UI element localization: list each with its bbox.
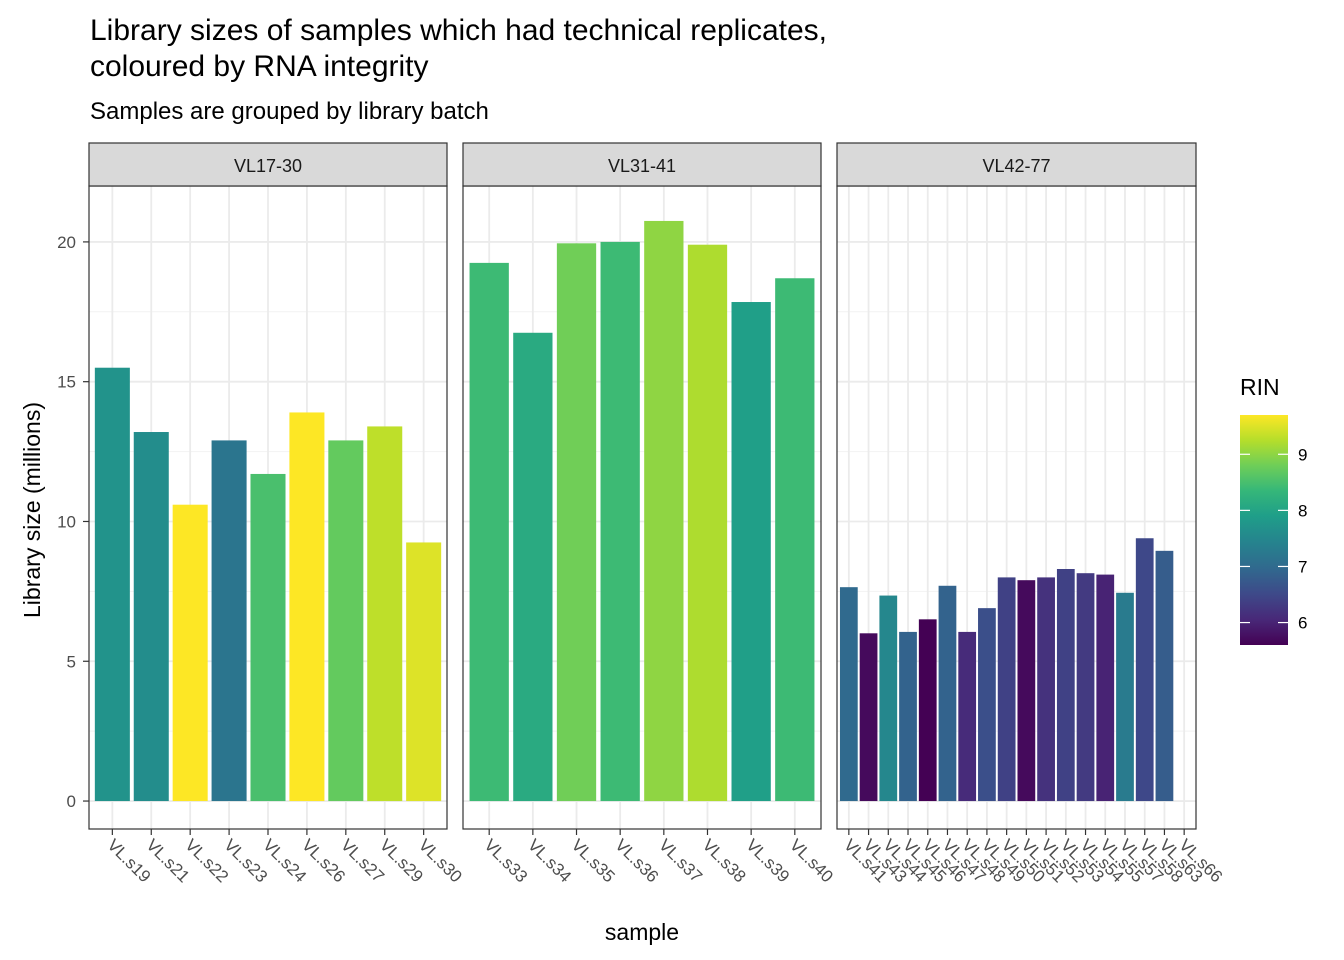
legend-ticks: 6 7 8 9 [1240,445,1307,633]
x-tick-label: VL.s35 [568,835,619,886]
facet-panel-VL42-77: VL42-77VL.s41VL.s43VL.s44VL.s45VL.s46VL.… [836,142,1226,886]
y-tick-label: 15 [57,373,76,392]
x-tick-label: VL.s37 [655,835,706,886]
bar-VL.s40 [775,278,815,802]
strip-label: VL17-30 [234,156,302,176]
legend-tick-label: 9 [1298,445,1307,464]
bar-VL.s30 [406,542,442,802]
bar-VL.s51 [1017,580,1036,802]
bar-VL.s52 [1037,577,1055,802]
x-tick-label: VL.s22 [181,835,232,886]
bar-VL.s55 [1096,574,1115,802]
y-tick-label: 5 [67,652,76,671]
bar-VL.s44 [879,595,898,802]
legend-tick-label: 7 [1298,557,1307,576]
bar-VL.s35 [556,243,597,802]
bar-VL.s48 [958,631,977,802]
x-tick-label: VL.s36 [611,835,662,886]
bar-VL.s63 [1155,550,1174,802]
bar-VL.s41 [839,587,858,802]
bar-VL.s29 [367,426,403,802]
x-axis-title: sample [605,919,679,945]
bar-VL.s47 [938,585,957,802]
bar-VL.s54 [1076,573,1095,802]
y-tick-label: 20 [57,233,76,252]
x-tick-label: VL.s27 [337,835,388,886]
bar-VL.s45 [899,631,917,802]
strip-label: VL31-41 [608,156,676,176]
bar-VL.s37 [644,220,684,802]
strip-label: VL42-77 [982,156,1050,176]
facet-panel-VL31-41: VL31-41VL.s33VL.s34VL.s35VL.s36VL.s37VL.… [462,142,837,886]
bar-VL.s21 [133,432,169,802]
bar-VL.s36 [600,241,640,802]
legend-title: RIN [1240,374,1280,400]
x-tick-label: VL.s38 [699,835,750,886]
x-tick-label: VL.s24 [259,835,310,886]
x-tick-label: VL.s19 [104,835,155,886]
x-tick-label: VL.s33 [480,835,531,886]
bar-VL.s27 [328,440,364,802]
bar-VL.s33 [469,262,509,802]
x-tick-label: VL.s29 [376,835,427,886]
chart-subtitle: Samples are grouped by library batch [90,98,489,125]
legend-tick-label: 6 [1298,614,1307,633]
chart-title-line-1: Library sizes of samples which had techn… [90,14,827,47]
bar-VL.s19 [94,367,130,802]
x-tick-label: VL.s30 [415,835,466,886]
x-tick-label: VL.s40 [786,835,837,886]
bar-VL.s49 [978,608,996,802]
bar-VL.s39 [731,302,771,802]
y-tick-label: 0 [67,792,76,811]
strip-VL31-41 [462,142,822,187]
bar-VL.s38 [687,244,728,802]
bar-VL.s34 [513,332,553,802]
y-axis-title: Library size (millions) [19,402,45,618]
strip-VL17-30 [88,142,448,187]
x-tick-label: VL.s34 [524,835,575,886]
bar-VL.s23 [211,440,247,802]
y-axis: 0 5 10 15 20 [57,233,89,811]
bar-VL.s57 [1116,592,1134,802]
legend-colorbar [1240,415,1288,645]
bar-VL.s26 [289,412,325,802]
x-tick-label: VL.s23 [220,835,271,886]
bar-VL.s24 [250,473,286,802]
legend-tick-label: 8 [1298,501,1307,520]
x-tick-label: VL.s26 [298,835,349,886]
bar-VL.s43 [859,633,878,802]
chart-title-line-2: coloured by RNA integrity [90,50,429,83]
x-tick-label: VL.s39 [742,835,793,886]
bar-VL.s22 [172,504,208,802]
bar-VL.s58 [1135,538,1154,802]
facet-panels: VL17-30VL.s19VL.s21VL.s22VL.s23VL.s24VL.… [88,142,1226,886]
bar-VL.s50 [997,577,1016,802]
rin-legend: RIN 6 7 8 9 [1240,374,1307,645]
facet-panel-VL17-30: VL17-30VL.s19VL.s21VL.s22VL.s23VL.s24VL.… [88,142,466,886]
y-tick-label: 10 [57,512,76,531]
bar-VL.s46 [918,619,937,802]
x-tick-label: VL.s21 [142,835,193,886]
bar-VL.s53 [1056,569,1075,802]
strip-VL42-77 [836,142,1197,187]
